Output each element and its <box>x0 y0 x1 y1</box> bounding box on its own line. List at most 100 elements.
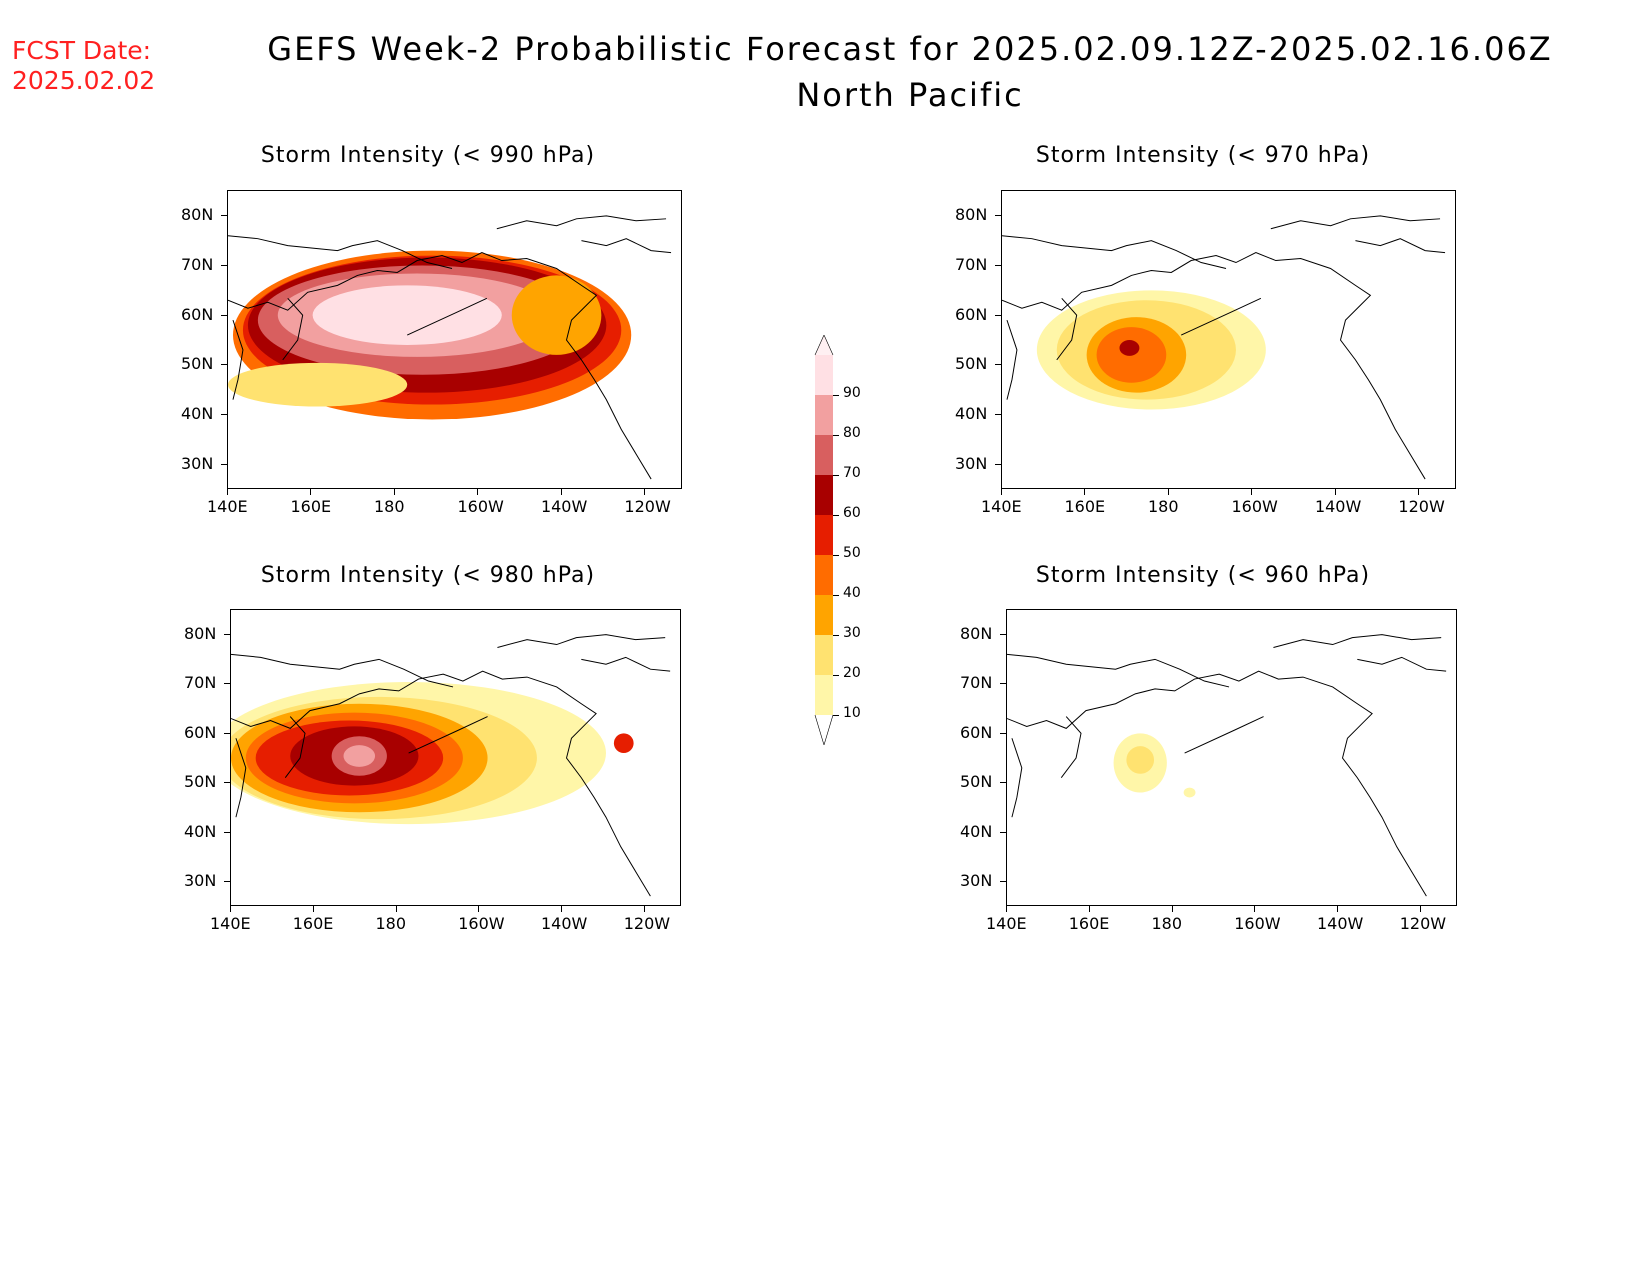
lon-tick-mark <box>477 489 479 495</box>
lat-tick-label: 50N <box>184 772 217 792</box>
lat-tick-label: 40N <box>181 404 214 424</box>
lat-tick-label: 70N <box>955 254 988 274</box>
lon-tick-mark <box>1088 906 1090 912</box>
lat-tick-mark <box>221 364 227 366</box>
lat-tick-mark <box>1000 782 1006 784</box>
colorbar-level-label: 50 <box>843 545 861 561</box>
coastline <box>282 297 304 361</box>
lat-tick-label: 40N <box>960 821 993 841</box>
lat-tick-mark <box>224 732 230 734</box>
lon-tick-mark <box>395 906 397 912</box>
coastline <box>1355 238 1446 254</box>
colorbar-segment <box>815 675 833 715</box>
lon-tick-mark <box>560 489 562 495</box>
colorbar-level-label: 10 <box>843 705 861 721</box>
lat-tick-mark <box>221 214 227 216</box>
colorbar-level-label: 20 <box>843 665 861 681</box>
map-panel-970 <box>1001 190 1456 489</box>
colorbar-top-cap <box>814 334 834 356</box>
probability-contour <box>228 362 408 407</box>
lat-tick-mark <box>995 364 1001 366</box>
panel-title-970: Storm Intensity (< 970 hPa) <box>1035 143 1371 168</box>
lat-tick-label: 50N <box>960 772 993 792</box>
lon-tick-mark <box>1254 906 1256 912</box>
coastline <box>1007 653 1230 688</box>
lat-tick-mark <box>995 314 1001 316</box>
lon-tick-label: 120W <box>623 914 671 933</box>
coastline <box>1006 319 1018 400</box>
lat-tick-label: 50N <box>181 354 214 374</box>
colorbar-level-label: 90 <box>843 385 861 401</box>
colorbar-level-tick <box>833 515 839 516</box>
colorbar-segment <box>815 595 833 635</box>
lon-tick-mark <box>312 906 314 912</box>
lat-tick-mark <box>221 464 227 466</box>
coastline <box>581 238 672 254</box>
lon-tick-mark <box>1251 489 1253 495</box>
lon-tick-label: 140E <box>210 914 251 933</box>
lat-tick-mark <box>224 831 230 833</box>
lon-tick-label: 140E <box>207 497 248 516</box>
map-svg <box>1002 215 1446 480</box>
lon-tick-mark <box>1167 489 1169 495</box>
coastline <box>1007 670 1427 897</box>
colorbar-graphic <box>814 334 834 747</box>
lon-tick-mark <box>1084 489 1086 495</box>
lon-tick-label: 120W <box>1398 497 1445 516</box>
colorbar-segment <box>815 555 833 595</box>
lon-tick-mark <box>1171 906 1173 912</box>
lat-tick-label: 70N <box>184 673 217 693</box>
coastline <box>1270 215 1441 230</box>
lat-tick-mark <box>1000 881 1006 883</box>
lat-tick-label: 60N <box>960 722 993 742</box>
coastline <box>228 252 652 480</box>
lon-tick-mark <box>393 489 395 495</box>
lon-tick-label: 140E <box>981 497 1022 516</box>
coastline <box>228 235 453 269</box>
lat-tick-mark <box>224 633 230 635</box>
lon-tick-label: 160W <box>1231 497 1278 516</box>
lat-tick-mark <box>995 464 1001 466</box>
lon-tick-label: 180 <box>1151 914 1183 933</box>
map-svg <box>228 215 672 480</box>
colorbar-segment <box>815 395 833 435</box>
coastline <box>581 656 671 672</box>
lon-tick-label: 120W <box>624 497 671 516</box>
lon-tick-label: 180 <box>1147 497 1179 516</box>
lon-tick-mark <box>1418 489 1420 495</box>
lon-tick-label: 140E <box>986 914 1027 933</box>
lon-tick-label: 160E <box>292 914 334 933</box>
lon-tick-mark <box>310 489 312 495</box>
colorbar-bottom-cap <box>814 714 834 747</box>
lon-tick-mark <box>230 906 231 912</box>
lat-tick-mark <box>995 264 1001 266</box>
lon-tick-mark <box>1334 489 1336 495</box>
lat-tick-mark <box>1000 732 1006 734</box>
colorbar-level-label: 40 <box>843 585 861 601</box>
colorbar-level-label: 60 <box>843 505 861 521</box>
lon-tick-mark <box>478 906 480 912</box>
coastline <box>232 319 244 400</box>
lon-tick-mark <box>561 906 562 912</box>
lon-tick-label: 160W <box>458 914 505 933</box>
lon-tick-label: 180 <box>373 497 405 516</box>
coastline <box>284 716 306 779</box>
colorbar-level-tick <box>833 635 839 636</box>
main-title: GEFS Week-2 Probabilistic Forecast for 2… <box>267 30 1553 68</box>
lat-tick-label: 80N <box>960 623 993 643</box>
coastline <box>1002 235 1227 269</box>
forecast-date-block: FCST Date: 2025.02.02 <box>12 36 155 96</box>
lon-tick-label: 140W <box>1314 497 1362 516</box>
lat-tick-mark <box>1000 831 1006 833</box>
region-title: North Pacific <box>796 76 1024 114</box>
coastline <box>496 215 667 230</box>
coastline <box>1011 738 1023 818</box>
lon-tick-label: 180 <box>375 914 407 933</box>
colorbar-level-tick <box>833 435 839 436</box>
lat-tick-mark <box>995 214 1001 216</box>
lon-tick-label: 140W <box>540 497 588 516</box>
colorbar-level-tick <box>833 555 839 556</box>
lat-tick-label: 80N <box>955 204 988 224</box>
colorbar-level-tick <box>833 675 839 676</box>
colorbar-level-tick <box>833 595 839 596</box>
